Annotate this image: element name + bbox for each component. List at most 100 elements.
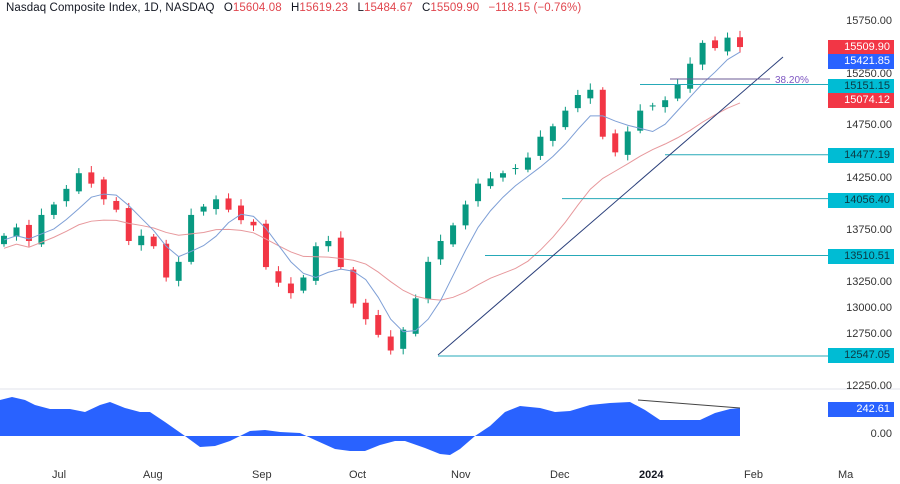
candle <box>138 235 145 246</box>
slow-ma-tag: 15074.12 <box>828 93 894 108</box>
candle <box>487 178 494 187</box>
candle <box>649 105 656 107</box>
candle <box>737 37 743 48</box>
time-tick: Ma <box>838 469 854 481</box>
close-value: 15509.90 <box>430 2 480 14</box>
candle <box>175 261 182 281</box>
candle <box>75 173 82 192</box>
low-value: 15484.67 <box>363 2 413 14</box>
candle <box>362 302 369 320</box>
candle <box>624 131 631 155</box>
fib-label: 38.20% <box>775 75 809 86</box>
price-tick: 15250.00 <box>846 68 892 80</box>
candle <box>412 298 419 334</box>
candle <box>25 224 32 241</box>
divergence-line <box>637 399 741 409</box>
candle <box>188 214 195 262</box>
time-tick: Aug <box>143 469 163 481</box>
candle <box>437 241 444 260</box>
horizontal-levels <box>438 83 840 357</box>
candle <box>387 336 394 351</box>
price-tick: 14750.00 <box>846 119 892 131</box>
candle <box>13 227 20 237</box>
candle <box>475 183 482 202</box>
chart-legend: Nasdaq Composite Index, 1D, NASDAQ O1560… <box>6 2 581 14</box>
candle <box>312 246 319 281</box>
change-value: −118.15 (−0.76%) <box>488 2 582 14</box>
close-label: C <box>422 2 431 14</box>
level-tag: 13510.51 <box>828 249 894 264</box>
fast-moving-average <box>3 51 741 333</box>
candle <box>275 271 282 283</box>
candle <box>674 84 681 99</box>
candle <box>1 235 7 245</box>
candle <box>300 277 307 291</box>
trendline[interactable] <box>437 56 784 356</box>
candle <box>325 241 332 247</box>
candle <box>238 205 245 221</box>
candle <box>599 89 606 137</box>
candlestick-series <box>1 30 743 355</box>
candle <box>262 223 269 268</box>
open-value: 15604.08 <box>232 2 282 14</box>
candle <box>225 198 232 210</box>
time-tick-year: 2024 <box>639 469 664 481</box>
time-tick: Dec <box>550 469 570 481</box>
open-label: O <box>223 2 233 14</box>
candle <box>125 208 132 241</box>
candle <box>462 204 469 226</box>
candle <box>250 221 257 226</box>
candle <box>50 204 57 215</box>
candle <box>287 283 294 294</box>
candle <box>400 329 407 349</box>
candle <box>88 172 95 184</box>
candle <box>662 100 669 108</box>
candle <box>724 37 731 52</box>
candle <box>712 40 719 49</box>
candle <box>425 261 432 300</box>
candle <box>612 133 619 153</box>
price-tick: 15750.00 <box>846 15 892 27</box>
candle <box>450 225 457 245</box>
price-tick: 13000.00 <box>846 302 892 314</box>
price-tick: 13750.00 <box>846 224 892 236</box>
candle <box>337 237 344 268</box>
price-tick: 13250.00 <box>846 276 892 288</box>
level-tag: 14056.40 <box>828 193 894 208</box>
candle <box>113 200 120 210</box>
candle <box>163 243 170 278</box>
candle <box>524 157 531 170</box>
price-tick: 12250.00 <box>846 380 892 392</box>
time-tick: Sep <box>252 469 272 481</box>
low-label: L <box>357 2 364 14</box>
last-price-tag: 15509.90 <box>828 40 894 55</box>
candle <box>150 236 157 247</box>
level-tag: 12547.05 <box>828 348 894 363</box>
symbol-title: Nasdaq Composite Index, 1D, NASDAQ <box>6 2 215 14</box>
candle <box>38 214 45 245</box>
candle <box>375 315 382 335</box>
candle <box>574 95 581 109</box>
candle <box>200 206 207 212</box>
level-tag: 14477.19 <box>828 148 894 163</box>
oscillator-area <box>0 397 740 455</box>
candle <box>350 269 357 304</box>
candle <box>549 126 556 141</box>
high-label: H <box>290 2 300 14</box>
candle <box>512 168 519 170</box>
time-tick: Feb <box>744 469 763 481</box>
fast-ma-tag: 15421.85 <box>828 54 894 69</box>
slow-moving-average <box>3 102 741 301</box>
price-tick: 14250.00 <box>846 172 892 184</box>
oscillator-zero-tick: 0.00 <box>870 428 892 440</box>
candle <box>213 199 220 210</box>
fib-level-tag: 15151.15 <box>828 79 894 94</box>
time-tick: Nov <box>451 469 471 481</box>
candle <box>100 179 107 200</box>
candle <box>687 63 694 89</box>
price-tick: 12750.00 <box>846 328 892 340</box>
time-tick: Jul <box>52 469 67 481</box>
candle <box>699 42 706 65</box>
candle <box>587 89 594 99</box>
